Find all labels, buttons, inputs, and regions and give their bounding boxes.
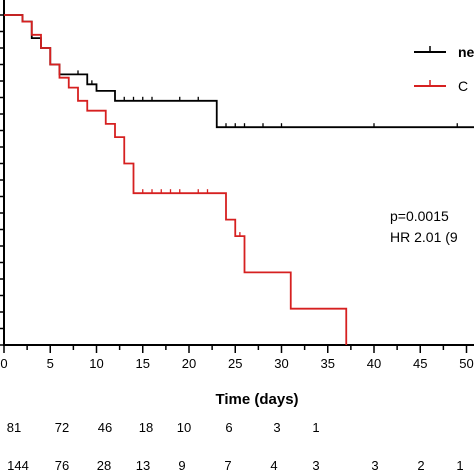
axes: 0 5 10 15 20 25 30 35 40 45 50	[0, 0, 474, 371]
risk-value: 7	[224, 458, 231, 473]
risk-value: 28	[97, 458, 111, 473]
survival-curve	[4, 14, 474, 129]
hazard-ratio-annotation: HR 2.01 (9	[390, 229, 458, 245]
risk-value: 18	[139, 420, 153, 435]
risk-value: 144	[7, 458, 29, 473]
risk-value: 3	[312, 458, 319, 473]
x-tick-label: 20	[182, 356, 196, 371]
series-layer	[4, 14, 474, 345]
risk-value: 3	[273, 420, 280, 435]
x-tick-label: 0	[0, 356, 7, 371]
x-tick-label: 50	[459, 356, 473, 371]
survival-curve	[4, 14, 348, 345]
x-tick-label: 15	[136, 356, 150, 371]
x-tick-label: 45	[413, 356, 427, 371]
legend-label: ne	[458, 44, 474, 60]
risk-value: 72	[55, 420, 69, 435]
x-axis-title: Time (days)	[215, 391, 298, 408]
risk-value: 81	[7, 420, 21, 435]
risk-value: 2	[417, 458, 424, 473]
risk-value: 1	[456, 458, 463, 473]
x-tick-label: 40	[367, 356, 381, 371]
risk-table: 81 72 46 18 10 6 3 1 144 76 28 13 9 7 4 3 3 2 1	[7, 420, 464, 473]
risk-value: 3	[371, 458, 378, 473]
x-tick-label: 25	[228, 356, 242, 371]
series-black	[4, 14, 474, 129]
risk-value: 1	[312, 420, 319, 435]
x-tick-label: 35	[321, 356, 335, 371]
x-tick-label: 5	[47, 356, 54, 371]
x-tick-label: 30	[274, 356, 288, 371]
p-value-annotation: p=0.0015	[390, 208, 449, 224]
risk-value: 76	[55, 458, 69, 473]
risk-value: 4	[270, 458, 277, 473]
series-red	[4, 14, 348, 345]
risk-value: 9	[178, 458, 185, 473]
legend: ne C	[414, 44, 474, 94]
risk-value: 46	[98, 420, 112, 435]
legend-label: C	[458, 78, 468, 94]
x-tick-label: 10	[89, 356, 103, 371]
risk-value: 10	[177, 420, 191, 435]
risk-value: 6	[225, 420, 232, 435]
risk-value: 13	[136, 458, 150, 473]
